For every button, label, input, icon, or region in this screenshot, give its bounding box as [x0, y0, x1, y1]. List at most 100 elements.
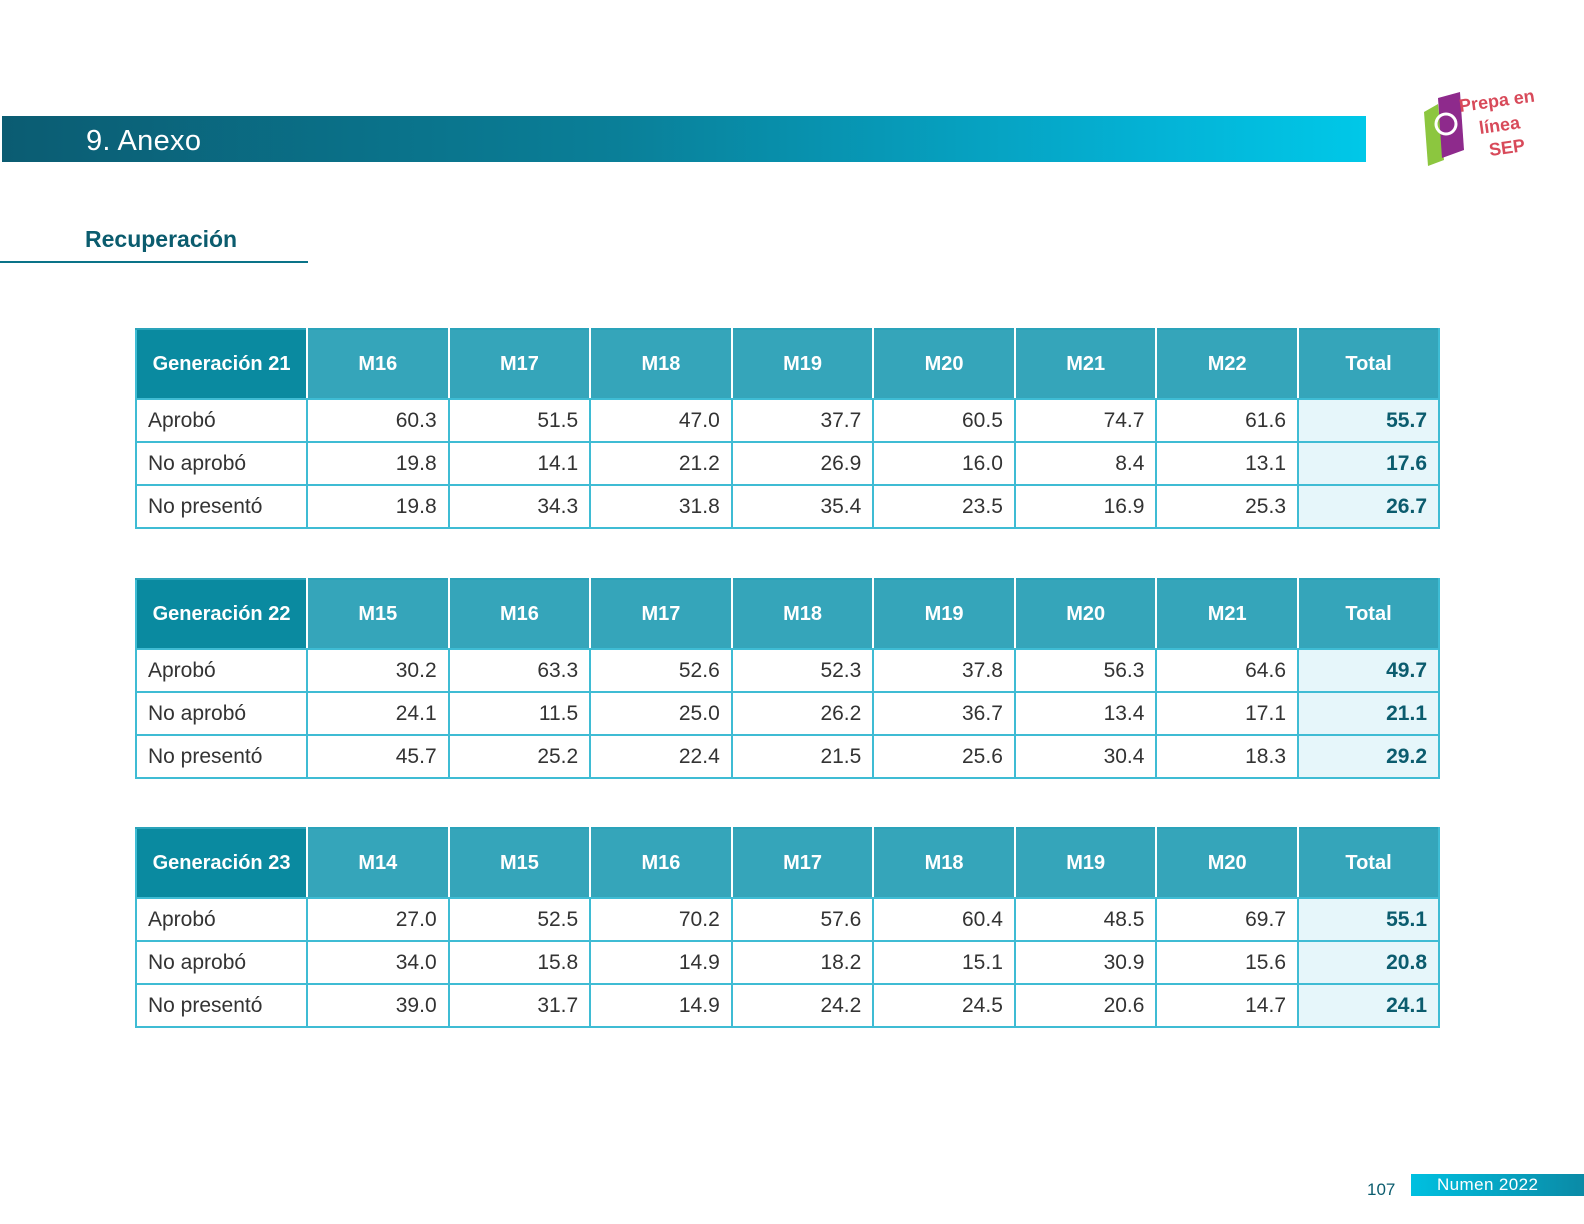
generation-23-table: Generación 23 M14 M15 M16 M17 M18 M19 M2…	[134, 827, 1440, 1028]
table-cell: 16.9	[1013, 484, 1158, 529]
table-cell: 26.9	[730, 441, 875, 486]
table-header-row: Generación 22 M15 M16 M17 M18 M19 M20 M2…	[134, 578, 1440, 650]
prepa-en-linea-logo: Prepa en línea SEP	[1424, 90, 1536, 166]
table-cell: 60.4	[872, 897, 1016, 942]
table-cell: 24.2	[730, 983, 875, 1028]
table-cell: 16.0	[872, 441, 1016, 486]
column-header: M20	[1155, 827, 1299, 899]
table-cell: 51.5	[447, 398, 592, 443]
table-cell: 34.3	[447, 484, 592, 529]
total-cell: 17.6	[1297, 441, 1440, 486]
column-header: M17	[730, 827, 875, 899]
generation-22-table: Generación 22 M15 M16 M17 M18 M19 M20 M2…	[134, 578, 1440, 779]
row-label: Aprobó	[134, 398, 309, 443]
table-cell: 17.1	[1155, 691, 1299, 736]
table-cell: 56.3	[1013, 648, 1158, 693]
column-header: M19	[730, 328, 875, 400]
table-cell: 19.8	[306, 441, 450, 486]
table-row: No presentó 39.0 31.7 14.9 24.2 24.5 20.…	[134, 983, 1440, 1028]
total-cell: 55.1	[1297, 897, 1440, 942]
table-cell: 23.5	[872, 484, 1016, 529]
table-cell: 70.2	[589, 897, 733, 942]
table-cell: 57.6	[730, 897, 875, 942]
table-header-row: Generación 21 M16 M17 M18 M19 M20 M21 M2…	[134, 328, 1440, 400]
section-underline	[0, 261, 308, 263]
generation-header: Generación 23	[134, 827, 309, 899]
column-header: M19	[1013, 827, 1158, 899]
table-cell: 21.5	[730, 734, 875, 779]
row-label: Aprobó	[134, 648, 309, 693]
table-cell: 63.3	[447, 648, 592, 693]
table-cell: 60.5	[872, 398, 1016, 443]
column-header: M15	[306, 578, 450, 650]
table-cell: 31.7	[447, 983, 592, 1028]
row-label: No aprobó	[134, 940, 309, 985]
column-header: M15	[447, 827, 592, 899]
total-header: Total	[1297, 578, 1440, 650]
total-cell: 49.7	[1297, 648, 1440, 693]
total-cell: 29.2	[1297, 734, 1440, 779]
table-cell: 47.0	[589, 398, 733, 443]
table-cell: 8.4	[1013, 441, 1158, 486]
total-cell: 24.1	[1297, 983, 1440, 1028]
total-cell: 20.8	[1297, 940, 1440, 985]
column-header: M16	[589, 827, 733, 899]
total-header: Total	[1297, 827, 1440, 899]
table-cell: 34.0	[306, 940, 450, 985]
generation-header: Generación 21	[134, 328, 309, 400]
table-cell: 37.8	[872, 648, 1016, 693]
column-header: M18	[589, 328, 733, 400]
table-cell: 25.6	[872, 734, 1016, 779]
table-cell: 18.2	[730, 940, 875, 985]
column-header: M17	[589, 578, 733, 650]
table-row: Aprobó 27.0 52.5 70.2 57.6 60.4 48.5 69.…	[134, 897, 1440, 942]
table-cell: 31.8	[589, 484, 733, 529]
table-cell: 36.7	[872, 691, 1016, 736]
generation-21-table: Generación 21 M16 M17 M18 M19 M20 M21 M2…	[134, 328, 1440, 529]
row-label: No aprobó	[134, 691, 309, 736]
table-cell: 60.3	[306, 398, 450, 443]
table-cell: 52.5	[447, 897, 592, 942]
table-cell: 30.4	[1013, 734, 1158, 779]
table-cell: 35.4	[730, 484, 875, 529]
table-cell: 74.7	[1013, 398, 1158, 443]
table-row: No aprobó 19.8 14.1 21.2 26.9 16.0 8.4 1…	[134, 441, 1440, 486]
table-cell: 61.6	[1155, 398, 1299, 443]
publication-name: Numen 2022	[1437, 1175, 1539, 1194]
table-cell: 69.7	[1155, 897, 1299, 942]
table-cell: 30.2	[306, 648, 450, 693]
table-cell: 52.3	[730, 648, 875, 693]
table-cell: 14.9	[589, 983, 733, 1028]
table-cell: 24.5	[872, 983, 1016, 1028]
table-cell: 19.8	[306, 484, 450, 529]
table-cell: 24.1	[306, 691, 450, 736]
column-header: M20	[1013, 578, 1158, 650]
table-cell: 39.0	[306, 983, 450, 1028]
table-cell: 22.4	[589, 734, 733, 779]
column-header: M14	[306, 827, 450, 899]
table-cell: 18.3	[1155, 734, 1299, 779]
total-cell: 26.7	[1297, 484, 1440, 529]
column-header: M22	[1155, 328, 1299, 400]
section-title: Recuperación	[85, 226, 238, 252]
table-header-row: Generación 23 M14 M15 M16 M17 M18 M19 M2…	[134, 827, 1440, 899]
column-header: M18	[730, 578, 875, 650]
table-cell: 14.9	[589, 940, 733, 985]
table-cell: 14.7	[1155, 983, 1299, 1028]
column-header: M16	[306, 328, 450, 400]
column-header: M20	[872, 328, 1016, 400]
table-cell: 21.2	[589, 441, 733, 486]
table-cell: 14.1	[447, 441, 592, 486]
table-row: No presentó 45.7 25.2 22.4 21.5 25.6 30.…	[134, 734, 1440, 779]
table-cell: 27.0	[306, 897, 450, 942]
column-header: M17	[447, 328, 592, 400]
table-cell: 11.5	[447, 691, 592, 736]
table-cell: 45.7	[306, 734, 450, 779]
table-cell: 25.2	[447, 734, 592, 779]
generation-header: Generación 22	[134, 578, 309, 650]
table-cell: 15.1	[872, 940, 1016, 985]
table-cell: 52.6	[589, 648, 733, 693]
column-header: M21	[1013, 328, 1158, 400]
column-header: M19	[872, 578, 1016, 650]
page-title: 9. Anexo	[86, 125, 202, 157]
